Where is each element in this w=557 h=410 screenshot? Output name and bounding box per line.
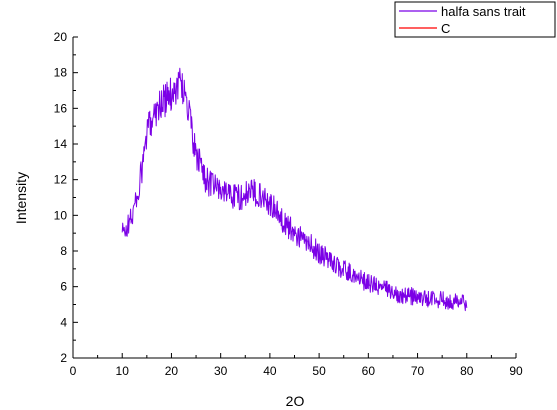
x-tick-label: 40 [263,364,277,378]
legend-label-halfa-sans-trait: halfa sans trait [441,4,526,19]
series-lines [121,67,468,312]
axes: 0 10 20 30 40 50 60 70 80 90 2 4 6 8 10 12 14 16 18 20 [54,30,523,378]
x-tick-label: 50 [312,364,326,378]
legend-label-c: C [441,21,450,36]
y-tick-label: 14 [54,137,68,151]
y-tick-label: 16 [54,101,68,115]
y-axis-label: Intensity [13,172,29,224]
x-tick-label: 20 [165,364,179,378]
y-tick-label: 2 [60,351,67,365]
series-line-0 [121,67,468,312]
x-tick-label: 80 [460,364,474,378]
y-tick-label: 10 [54,208,68,222]
y-tick-label: 6 [60,280,67,294]
legend: halfa sans trait C [394,1,556,38]
x-axis-label: 2O [286,393,305,409]
x-tick-label: 30 [214,364,228,378]
y-tick-label: 4 [60,315,67,329]
legend-box [394,1,556,38]
y-tick-label: 20 [54,30,68,44]
x-tick-label: 70 [411,364,425,378]
x-tick-label: 0 [70,364,77,378]
y-tick-label: 18 [54,66,68,80]
x-tick-label: 90 [509,364,523,378]
y-tick-label: 8 [60,244,67,258]
x-tick-label: 60 [362,364,376,378]
x-tick-label: 10 [116,364,130,378]
y-tick-label: 12 [54,173,68,187]
